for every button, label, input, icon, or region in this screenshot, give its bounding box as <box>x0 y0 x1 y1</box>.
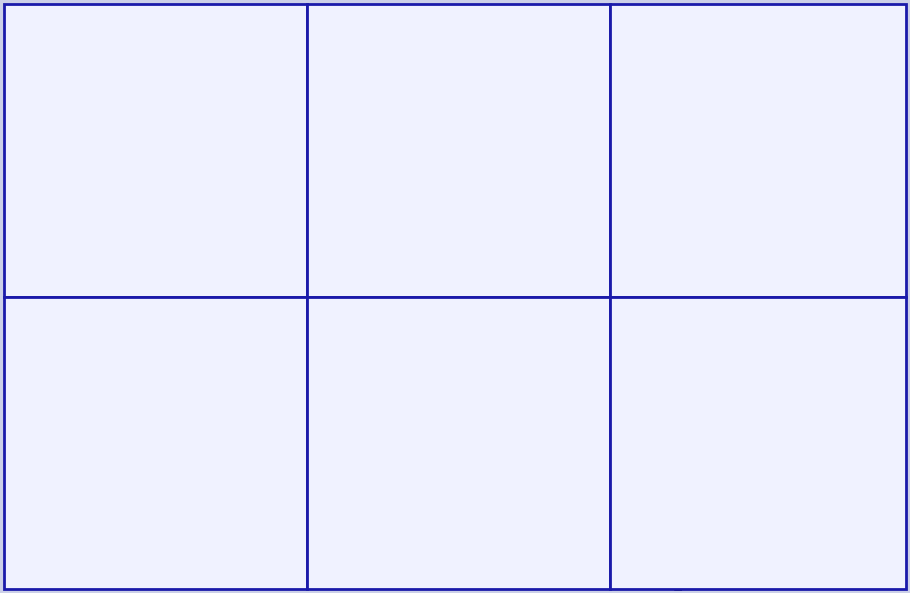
Text: основание: основание <box>137 242 191 251</box>
Text: Теорема об описанной
окружности: Теорема об описанной окружности <box>658 18 858 52</box>
Text: Если в равнобедренной трапеции
диагонали перпендикулярны, то
высота равна полусу: Если в равнобедренной трапеции диагонали… <box>622 490 834 527</box>
Text: B: B <box>844 109 851 119</box>
Text: Трапеция: Трапеция <box>86 33 225 57</box>
Text: $EF = \dfrac{a-b}{2}$: $EF = \dfrac{a-b}{2}$ <box>325 558 401 591</box>
Text: Теорема об отрезке на
серединах диагоналей: Теорема об отрезке на серединах диагонал… <box>357 311 561 345</box>
Text: B: B <box>889 471 896 482</box>
Text: Отрезок, соединяющий середины
диагоналей трапеции равен
полуразности оснований: Отрезок, соединяющий середины диагоналей… <box>318 488 519 524</box>
Text: $a$: $a$ <box>454 496 463 510</box>
Text: $1.\ MN \parallel a\ $ и $\ MN \parallel b$: $1.\ MN \parallel a\ $ и $\ MN \parallel… <box>318 218 454 236</box>
Text: $2.\ MN = \dfrac{a+b}{2}$: $2.\ MN = \dfrac{a+b}{2}$ <box>328 263 424 292</box>
Text: D: D <box>682 47 691 57</box>
FancyBboxPatch shape <box>15 13 295 78</box>
Text: F: F <box>754 363 761 373</box>
Polygon shape <box>27 370 289 521</box>
Text: $b$: $b$ <box>453 358 463 373</box>
Text: C: C <box>832 366 840 376</box>
Text: $b$: $b$ <box>453 167 463 183</box>
Text: O: O <box>763 402 773 412</box>
Text: Теорема о
перпендикулярных
диагоналях: Теорема о перпендикулярных диагоналях <box>672 311 844 361</box>
Text: D: D <box>670 366 679 376</box>
Text: боковая сторона: боковая сторона <box>247 129 286 206</box>
Text: $a$: $a$ <box>167 341 179 359</box>
Text: Средняя линия
трапеции: Средняя линия трапеции <box>386 18 531 58</box>
Text: A: A <box>617 471 624 482</box>
Text: основание: основание <box>137 98 191 109</box>
Text: $N$: $N$ <box>561 97 574 114</box>
Text: $S = \dfrac{a+b}{2} \cdot h$: $S = \dfrac{a+b}{2} \cdot h$ <box>22 519 136 558</box>
Text: $a$: $a$ <box>454 38 463 52</box>
Text: $h = \dfrac{a+b}{2}$: $h = \dfrac{a+b}{2}$ <box>627 558 702 593</box>
Text: Средняя линия трапеции – это
отрезок, соединяющий середины
боковых сторон трапец: Средняя линия трапеции – это отрезок, со… <box>318 162 517 198</box>
Text: Если трапецию можно вписать в
окружность, то эта трапеция –
равнобедренная: Если трапецию можно вписать в окружность… <box>622 201 814 237</box>
Text: C: C <box>823 47 830 57</box>
Text: $M$: $M$ <box>341 97 358 114</box>
Text: E: E <box>754 490 762 500</box>
Text: A: A <box>662 109 670 119</box>
Text: боковая сторона: боковая сторона <box>34 130 76 205</box>
Text: $b$: $b$ <box>167 541 179 559</box>
Text: $F$: $F$ <box>490 410 500 423</box>
Text: $h$: $h$ <box>42 434 54 452</box>
Text: $E$: $E$ <box>415 410 425 423</box>
